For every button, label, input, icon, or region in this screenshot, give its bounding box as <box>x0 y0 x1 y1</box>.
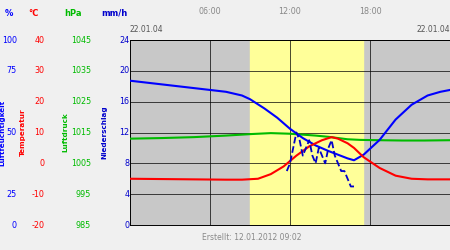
Text: 18:00: 18:00 <box>359 7 381 16</box>
Text: 100: 100 <box>2 36 17 44</box>
Text: 985: 985 <box>76 220 91 230</box>
Text: 8: 8 <box>124 159 129 168</box>
Text: mm/h: mm/h <box>101 9 127 18</box>
Text: Luftfeuchtigkeit: Luftfeuchtigkeit <box>0 100 5 166</box>
Text: 0: 0 <box>124 220 129 230</box>
Text: 10: 10 <box>34 128 44 137</box>
Text: 24: 24 <box>119 36 129 44</box>
Text: 0: 0 <box>12 220 17 230</box>
Text: 0: 0 <box>39 159 44 168</box>
Text: hPa: hPa <box>64 9 81 18</box>
Text: 22.01.04: 22.01.04 <box>416 26 450 35</box>
Text: °C: °C <box>29 9 39 18</box>
Text: 40: 40 <box>34 36 44 44</box>
Text: Temperatur: Temperatur <box>20 109 26 156</box>
Text: -20: -20 <box>31 220 44 230</box>
Bar <box>250 40 363 225</box>
Text: 30: 30 <box>34 66 44 75</box>
Text: -10: -10 <box>32 190 44 199</box>
Text: 1045: 1045 <box>71 36 91 44</box>
Text: Erstellt: 12.01.2012 09:02: Erstellt: 12.01.2012 09:02 <box>202 233 302 242</box>
Text: 75: 75 <box>7 66 17 75</box>
Text: 06:00: 06:00 <box>199 7 221 16</box>
Text: 20: 20 <box>34 97 44 106</box>
Text: 25: 25 <box>7 190 17 199</box>
Text: 1015: 1015 <box>71 128 91 137</box>
Text: %: % <box>5 9 13 18</box>
Text: 995: 995 <box>76 190 91 199</box>
Text: Niederschlag: Niederschlag <box>101 106 107 159</box>
Text: 1005: 1005 <box>71 159 91 168</box>
Text: 22.01.04: 22.01.04 <box>130 26 164 35</box>
Text: Luftdruck: Luftdruck <box>62 112 68 152</box>
Text: 1025: 1025 <box>71 97 91 106</box>
Text: 50: 50 <box>7 128 17 137</box>
Text: 12:00: 12:00 <box>279 7 302 16</box>
Text: 12: 12 <box>119 128 129 137</box>
Text: 16: 16 <box>119 97 129 106</box>
Text: 4: 4 <box>124 190 129 199</box>
Text: 20: 20 <box>119 66 129 75</box>
Text: 1035: 1035 <box>71 66 91 75</box>
